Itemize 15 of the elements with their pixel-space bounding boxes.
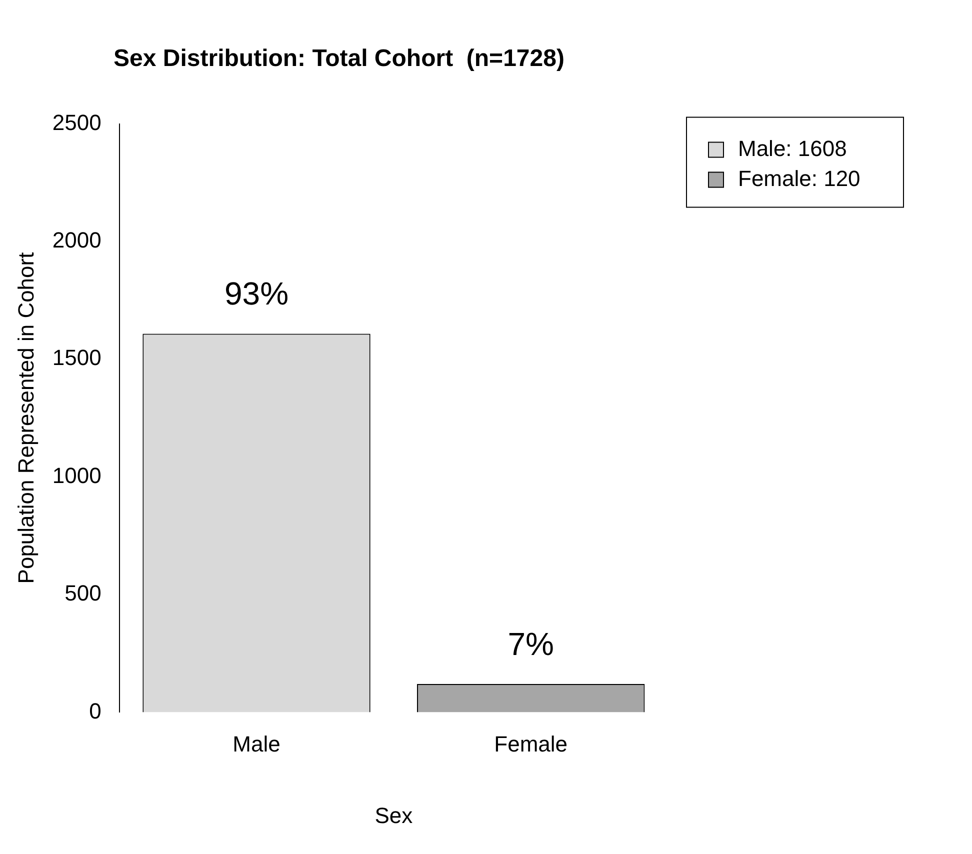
y-tick-label: 2500	[52, 110, 102, 135]
y-tick-label: 1000	[52, 462, 102, 488]
y-tick-label: 2000	[52, 228, 102, 253]
y-tick-label: 500	[64, 580, 102, 606]
annotation: 93%	[224, 276, 289, 312]
legend-label: Male: 1608	[738, 136, 847, 161]
annotation: 7%	[508, 626, 554, 662]
legend-label: Female: 120	[738, 166, 860, 191]
x-axis-title: Sex	[374, 802, 413, 828]
chart-title: Sex Distribution: Total Cohort (n=1728)	[114, 45, 564, 72]
x-tick-label: Male	[232, 731, 280, 756]
y-tick-label: 0	[89, 698, 102, 724]
y-tick-label: 1500	[52, 345, 102, 370]
y-axis-title: Population Represented in Cohort	[13, 252, 38, 584]
x-tick-label: Female	[494, 731, 568, 756]
